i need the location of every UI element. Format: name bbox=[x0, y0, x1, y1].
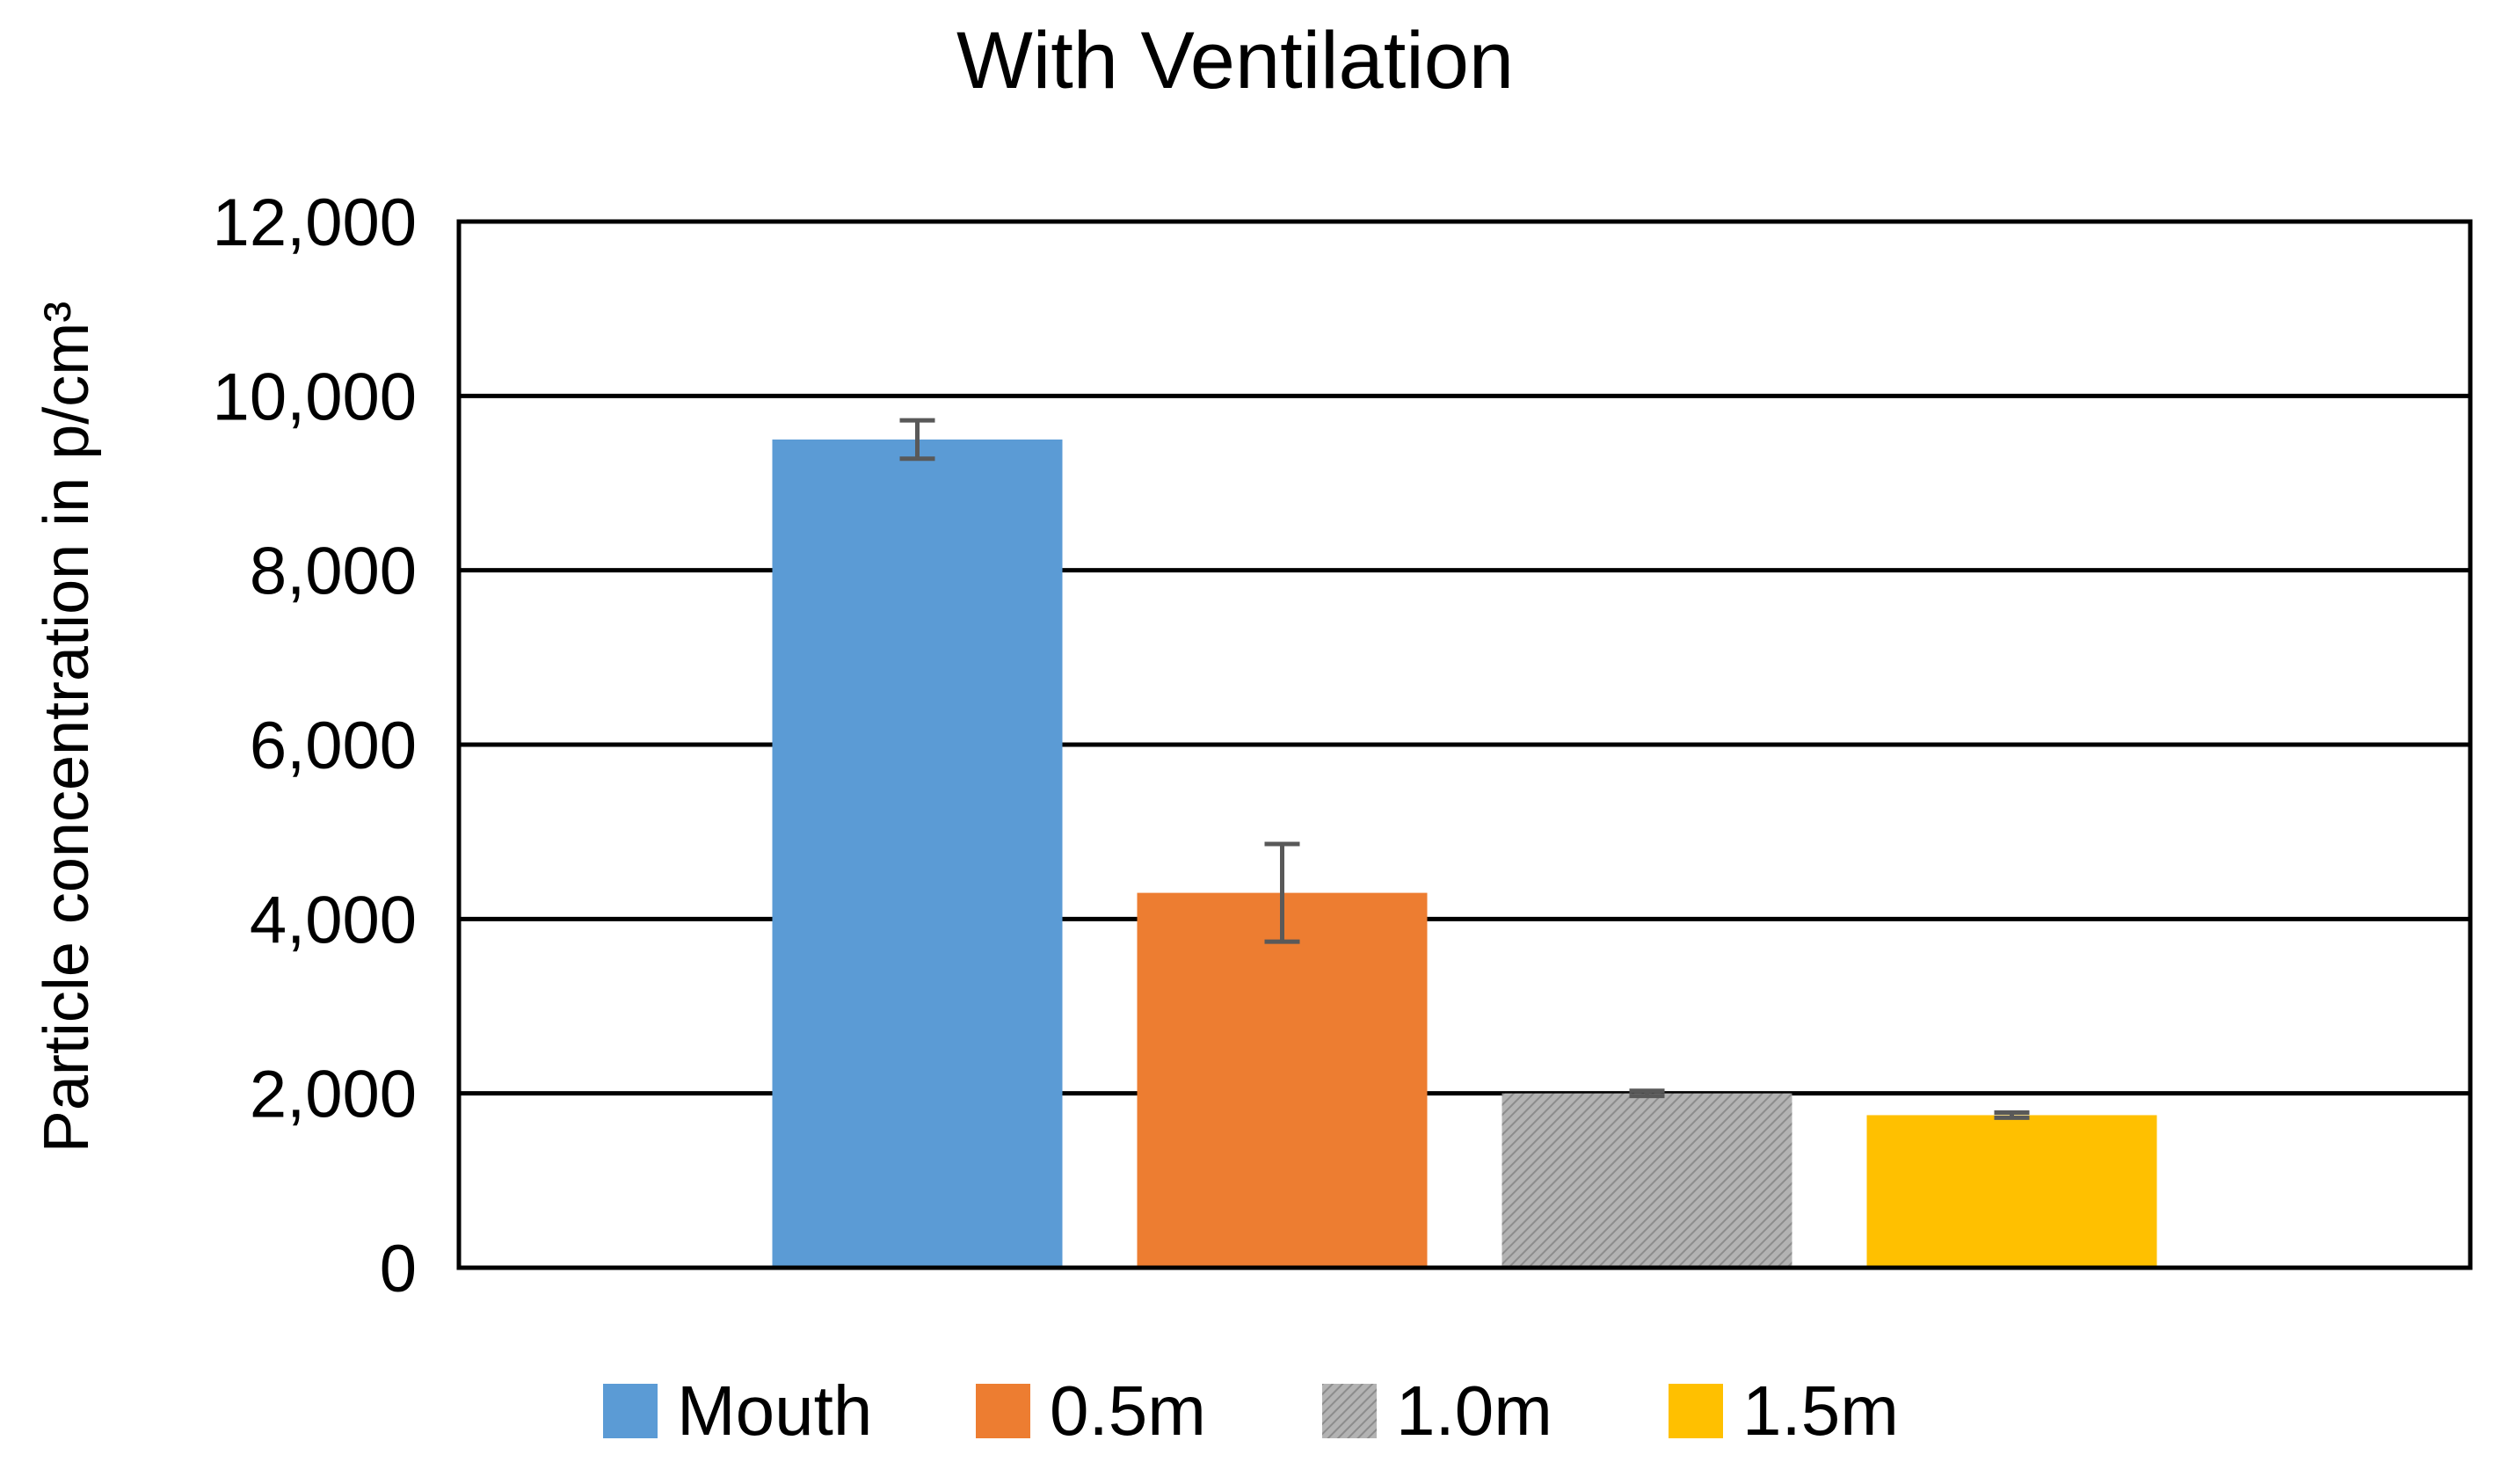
y-tick-label: 4,000 bbox=[250, 883, 417, 957]
legend-swatch bbox=[1322, 1384, 1377, 1438]
legend-swatch bbox=[976, 1384, 1030, 1438]
y-tick-label: 2,000 bbox=[250, 1058, 417, 1132]
legend-swatch bbox=[603, 1384, 658, 1438]
legend-label: 1.5m bbox=[1742, 1371, 1899, 1450]
gridlines bbox=[459, 393, 2470, 1096]
bar-1.0m bbox=[1501, 1093, 1792, 1268]
y-tick-label: 0 bbox=[380, 1232, 417, 1306]
error-bar bbox=[1629, 1088, 1665, 1099]
y-tick-label: 6,000 bbox=[250, 709, 417, 783]
bar-Mouth bbox=[772, 439, 1063, 1269]
y-tick-label: 8,000 bbox=[250, 535, 417, 609]
legend-label: Mouth bbox=[677, 1371, 872, 1450]
bar-1.5m bbox=[1866, 1115, 2157, 1268]
bar-0.5m bbox=[1137, 892, 1428, 1268]
legend-label: 1.0m bbox=[1396, 1371, 1552, 1450]
legend-item: 1.5m bbox=[1669, 1371, 1899, 1450]
y-tick-label: 10,000 bbox=[213, 360, 417, 434]
plot-area-frame bbox=[456, 219, 2473, 1270]
legend: Mouth 0.5m 1.0m 1.5m bbox=[603, 1371, 1899, 1450]
y-axis-label: Particle concentration in p/cm³ bbox=[32, 302, 102, 1153]
legend-item: Mouth bbox=[603, 1371, 872, 1450]
bars bbox=[772, 439, 2157, 1269]
y-axis-ticks: 0 2,000 4,000 6,000 8,000 10,000 12,000 bbox=[213, 186, 417, 1306]
legend-label: 0.5m bbox=[1050, 1371, 1206, 1450]
error-bars bbox=[899, 418, 2030, 1120]
y-tick-label: 12,000 bbox=[213, 186, 417, 260]
legend-item: 1.0m bbox=[1322, 1371, 1552, 1450]
error-bar bbox=[1994, 1109, 2030, 1120]
legend-swatch bbox=[1669, 1384, 1723, 1438]
legend-item: 0.5m bbox=[976, 1371, 1206, 1450]
chart-title: With Ventilation bbox=[956, 16, 1514, 105]
error-bar bbox=[899, 418, 935, 462]
error-bar bbox=[1264, 841, 1300, 944]
